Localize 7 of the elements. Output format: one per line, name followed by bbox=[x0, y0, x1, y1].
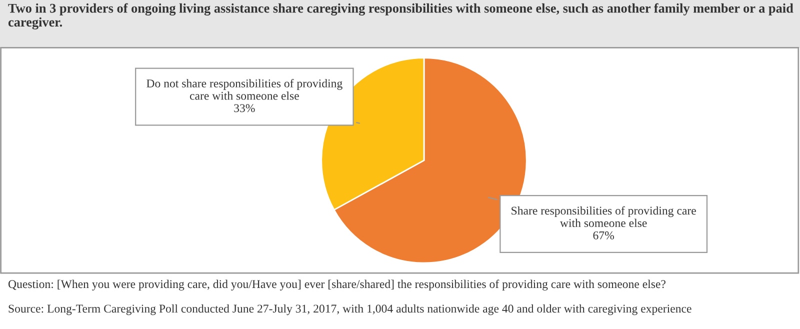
data-label: 67% bbox=[593, 231, 614, 240]
slice-label: Do not share responsibilities of providing care with someone else bbox=[146, 78, 342, 100]
source-note: Source: Long-Term Caregiving Poll conducted June 27-July 31, 2017, with 1,004 adults nationwide age 40 and older with caregiving experience bbox=[8, 304, 692, 316]
data-label: 33% bbox=[234, 104, 255, 112]
slice-label: Share responsibilities of providing care with someone else bbox=[512, 206, 696, 228]
text: Question: [When you were providing care, did you/Have you] ever [share/shared] the responsibilities of providing care with someone else? bbox=[8, 280, 666, 291]
chart-title: Two in 3 providers of ongoing living assistance share caregiving responsibilities with someone else, such as another family member or a paid caregiver. bbox=[8, 3, 794, 30]
